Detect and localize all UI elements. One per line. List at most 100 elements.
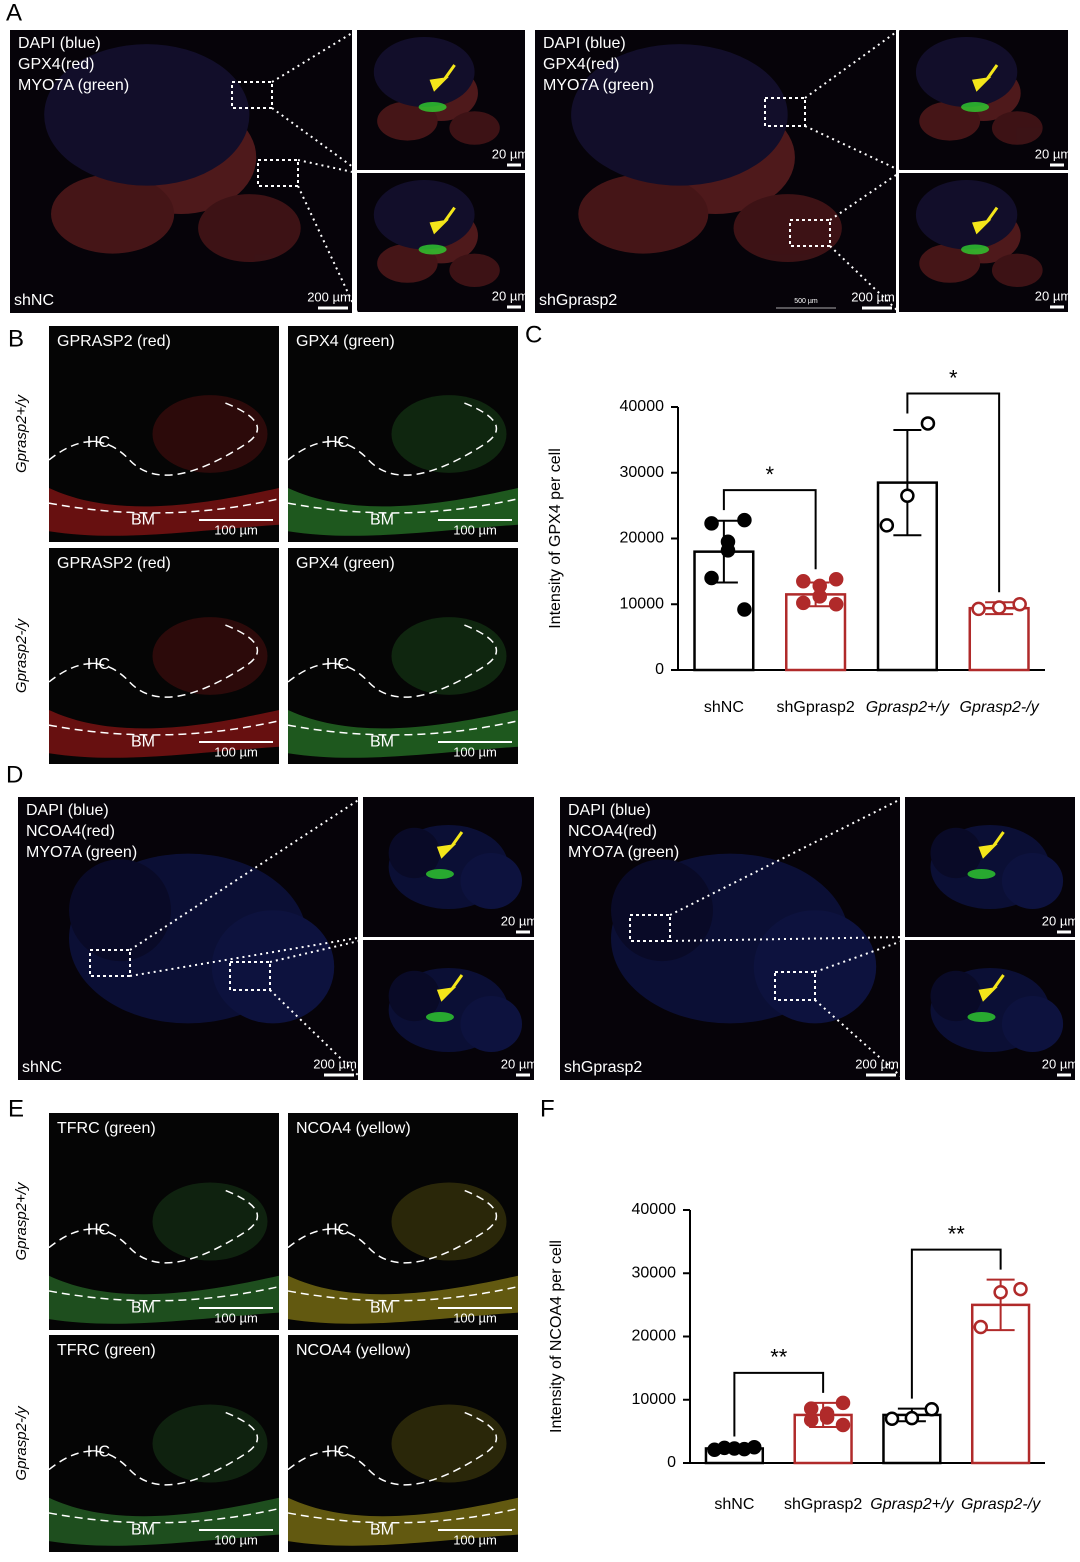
stain-label: TFRC (green): [57, 1120, 156, 1137]
region-label: HC: [326, 434, 349, 451]
data-point: [828, 572, 844, 587]
stain-label: TFRC (green): [57, 1342, 156, 1359]
tissue: [388, 968, 523, 1052]
data-point: [1013, 1281, 1028, 1297]
region-label: HC: [87, 1221, 110, 1238]
error-bar: [893, 429, 922, 537]
tissue: [930, 825, 1064, 909]
data-point: [879, 518, 895, 533]
scale-label: 20 µm: [501, 913, 537, 928]
stain-label: DAPI (blue): [568, 802, 651, 819]
zoom-line: [804, 29, 900, 99]
zoom-box: [89, 949, 131, 977]
significance-bracket: [910, 1248, 1002, 1399]
tissue: [571, 44, 842, 263]
region-label: BM: [131, 734, 155, 751]
outline: [48, 622, 280, 736]
tissue: [388, 825, 523, 909]
group-label: shNC: [14, 292, 54, 309]
region-label: HC: [87, 1443, 110, 1460]
y-tick-label: 0: [655, 661, 664, 678]
tissue: [288, 710, 518, 758]
data-point: [835, 1395, 851, 1411]
data-point: [819, 1410, 835, 1425]
scale-label: 100 µm: [453, 1310, 497, 1325]
region-label: HC: [87, 434, 110, 451]
zoom-line: [297, 185, 358, 313]
tissue-blob: [930, 827, 982, 879]
x-tick-label: Gprasp2-/y: [960, 699, 1040, 716]
tissue-blob: [991, 111, 1043, 145]
tissue-blob: [377, 101, 438, 141]
scale-label: 100 µm: [453, 522, 497, 537]
significance-bracket: [722, 489, 817, 570]
data-point: [900, 488, 915, 504]
zoom-box: [764, 97, 806, 127]
zoom-line: [271, 29, 358, 83]
data-point: [973, 1319, 988, 1335]
arrow: [978, 974, 1005, 1002]
y-axis-label: Intensity of NCOA4 per cell: [548, 1240, 565, 1433]
scale-label: 200 µm: [851, 289, 895, 304]
significance-label: *: [949, 365, 958, 390]
x-tick-label: shGprasp2: [784, 1496, 862, 1513]
tissue-blob: [733, 194, 842, 263]
tissue-blob: [51, 174, 175, 254]
y-tick-label: 0: [667, 1454, 676, 1471]
tissue: [288, 1275, 518, 1324]
stain-label: GPRASP2 (red): [57, 333, 171, 350]
tissue-blob: [611, 859, 713, 962]
stain-label: NCOA4 (yellow): [296, 1342, 411, 1359]
region-label: HC: [326, 1221, 349, 1238]
arrow: [436, 831, 464, 859]
cell-signal: [418, 102, 447, 112]
tissue: [915, 37, 1043, 145]
data-point: [803, 1412, 819, 1428]
stain-label: MYO7A (green): [543, 77, 654, 94]
y-tick-label: 30000: [632, 1264, 677, 1281]
outline: [48, 1410, 280, 1524]
group-label: shNC: [22, 1059, 62, 1076]
tissue: [391, 1182, 507, 1261]
micrograph: [49, 1335, 279, 1552]
tissue-blob: [460, 853, 523, 909]
group-label: shGprasp2: [564, 1059, 642, 1076]
tissue-blob: [930, 970, 982, 1022]
scale-label: 20 µm: [1035, 146, 1071, 161]
significance-label: **: [948, 1221, 966, 1246]
data-point: [884, 1411, 900, 1426]
scale-label: 100 µm: [214, 744, 258, 759]
tissue: [391, 1404, 507, 1483]
x-tick-label: shNC: [714, 1496, 754, 1513]
scale-label: 20 µm: [1042, 1056, 1078, 1071]
stain-label: GPX4(red): [543, 56, 619, 73]
panel-label: A: [6, 0, 22, 26]
stain-label: DAPI (blue): [26, 802, 109, 819]
tissue-blob: [373, 37, 475, 107]
zoom-box: [789, 219, 831, 247]
tissue: [611, 853, 877, 1024]
x-tick-label: Gprasp2+/y: [870, 1496, 954, 1513]
region-label: BM: [370, 512, 394, 529]
x-tick-label: shGprasp2: [776, 699, 854, 716]
tissue: [288, 1497, 518, 1546]
cell-signal: [418, 244, 447, 255]
tissue-blob: [1001, 853, 1064, 909]
cell-signal: [961, 244, 990, 255]
outline: [287, 1188, 519, 1302]
data-point: [828, 597, 844, 612]
panel-label: E: [8, 1095, 24, 1122]
tissue-blob: [915, 179, 1018, 250]
micrograph: [49, 326, 279, 542]
tissue-blob: [373, 179, 475, 250]
x-tick-label: Gprasp2-/y: [961, 1496, 1041, 1513]
scale-label: 100 µm: [453, 744, 497, 759]
zoom-line: [829, 172, 900, 221]
stain-label: DAPI (blue): [18, 35, 101, 52]
arrow: [971, 64, 999, 92]
data-point: [971, 601, 986, 617]
tissue: [391, 617, 507, 695]
tissue: [44, 44, 301, 263]
data-point: [904, 1410, 920, 1426]
tissue: [288, 488, 518, 536]
